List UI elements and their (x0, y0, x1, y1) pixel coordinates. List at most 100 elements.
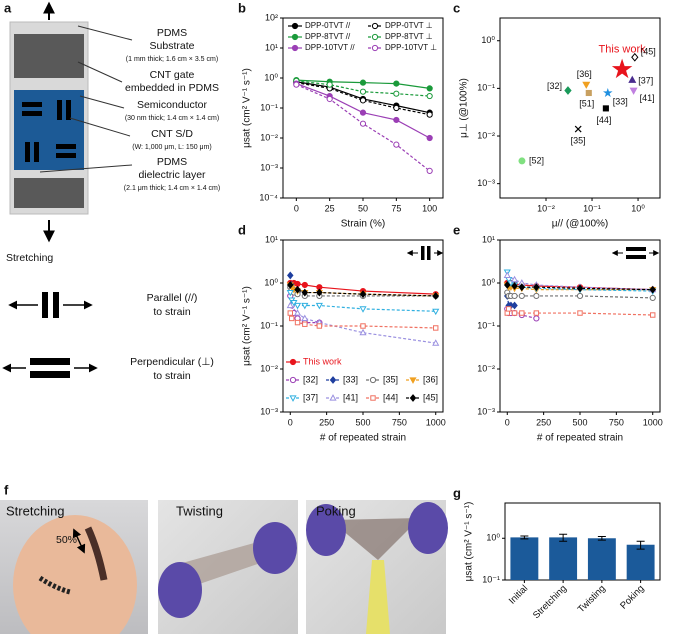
glove (158, 562, 202, 618)
marker (533, 310, 540, 316)
legend-marker (291, 44, 299, 52)
plot-frame (499, 239, 661, 413)
x-axis-label: μ// (@100%) (552, 219, 608, 230)
callout: CNT S/D (151, 128, 193, 140)
x-tick-label: Poking (618, 583, 646, 611)
marker (293, 302, 302, 310)
electrode (34, 142, 39, 162)
legend-label: DPP-10TVT ⊥ (385, 43, 437, 52)
photo-label: Poking (316, 503, 356, 518)
marker (316, 288, 323, 297)
panel-letter: c (453, 0, 460, 15)
marker (301, 281, 308, 289)
marker (577, 310, 583, 316)
marker (289, 315, 295, 322)
legend-label: [41] (343, 392, 358, 402)
marker (649, 294, 656, 302)
x-tick-label: 250 (536, 417, 551, 427)
electrode (56, 153, 76, 158)
marker (393, 116, 400, 124)
legend-marker (409, 377, 417, 384)
x-tick-label: 500 (572, 417, 587, 427)
legend: DPP-0TVT // DPP-0TVT ⊥ DPP-8TVT // DPP-8TVT… (288, 21, 437, 52)
marker (287, 271, 294, 280)
legend-marker (371, 33, 379, 41)
y-tick-label: 10¹ (265, 42, 278, 52)
legend-marker (291, 33, 299, 41)
marker (603, 87, 613, 98)
x-tick-label: 10⁻² (537, 203, 555, 213)
bar (549, 537, 578, 580)
device (84, 526, 108, 581)
stretching-label: Stretching (6, 252, 53, 264)
x-tick-label: 50 (358, 203, 368, 213)
y-tick-label: 10⁻² (260, 363, 278, 373)
marker (518, 157, 526, 165)
strain-icon (611, 247, 660, 259)
marker (293, 81, 300, 88)
marker (503, 271, 511, 279)
marker (316, 323, 323, 329)
legend-marker (329, 394, 337, 401)
marker (360, 323, 366, 329)
point-label: [41] (640, 93, 655, 103)
point-label: [45] (641, 47, 656, 57)
y-axis-label: μsat (cm² V⁻¹ s⁻¹) (242, 286, 253, 366)
y-tick-label: 10⁻² (260, 132, 278, 142)
point-label: [35] (571, 135, 586, 145)
x-tick-label: Twisting (576, 583, 608, 615)
callout-line (77, 61, 123, 83)
point-label: [52] (529, 155, 544, 165)
x-tick-label: 100 (422, 203, 437, 213)
x-tick-label: 10⁰ (631, 203, 645, 213)
marker (359, 290, 367, 299)
legend-marker (369, 376, 377, 384)
callout: CNT gate (150, 69, 195, 81)
marker (506, 306, 512, 312)
marker (533, 315, 540, 322)
x-tick-label: 1000 (643, 417, 663, 427)
series-line (506, 292, 653, 299)
x-tick-label: 75 (391, 203, 401, 213)
marker (294, 319, 301, 326)
legend: This work [32] [33] [35] [36] [37] [41] [44] [45… (284, 354, 442, 410)
y-tick-label: 10⁻⁴ (259, 192, 278, 202)
y-tick-label: 10⁻³ (260, 406, 278, 416)
marker (359, 328, 367, 336)
marker (510, 275, 519, 283)
marker (511, 310, 518, 316)
device (38, 575, 71, 595)
callout: dielectric layer (138, 169, 206, 181)
marker (519, 310, 525, 316)
legend-label: DPP-0TVT // (305, 21, 351, 30)
marker (602, 105, 609, 112)
electrode (57, 100, 62, 120)
callout: PDMS (157, 156, 187, 168)
callout: embedded in PDMS (125, 82, 219, 94)
marker (631, 52, 639, 62)
y-tick-label: 10⁰ (481, 277, 495, 287)
x-tick-label: 25 (325, 203, 335, 213)
marker (564, 86, 572, 95)
panel-letter: e (453, 222, 460, 237)
marker (576, 292, 584, 300)
legend-marker (289, 376, 297, 384)
marker (359, 109, 367, 116)
bar (587, 538, 616, 580)
marker (511, 292, 518, 300)
marker (629, 87, 638, 95)
point-label: This work (599, 43, 647, 55)
marker (649, 285, 656, 294)
electrode (53, 292, 59, 318)
y-tick-label: 10⁻¹ (260, 320, 278, 330)
callout-line (39, 164, 133, 173)
marker (432, 292, 439, 300)
point-label: [36] (577, 69, 592, 79)
panel-f: f Stretching 50% Twisting Poking (0, 482, 448, 634)
callout-note: (1 mm thick; 1.6 cm × 3.5 cm) (126, 56, 218, 63)
legend-marker (371, 44, 379, 52)
y-tick-label: 10⁻³ (477, 406, 495, 416)
marker (511, 301, 518, 310)
y-tick-label: 10⁻¹ (477, 83, 495, 93)
y-tick-label: 10⁻¹ (477, 320, 495, 330)
